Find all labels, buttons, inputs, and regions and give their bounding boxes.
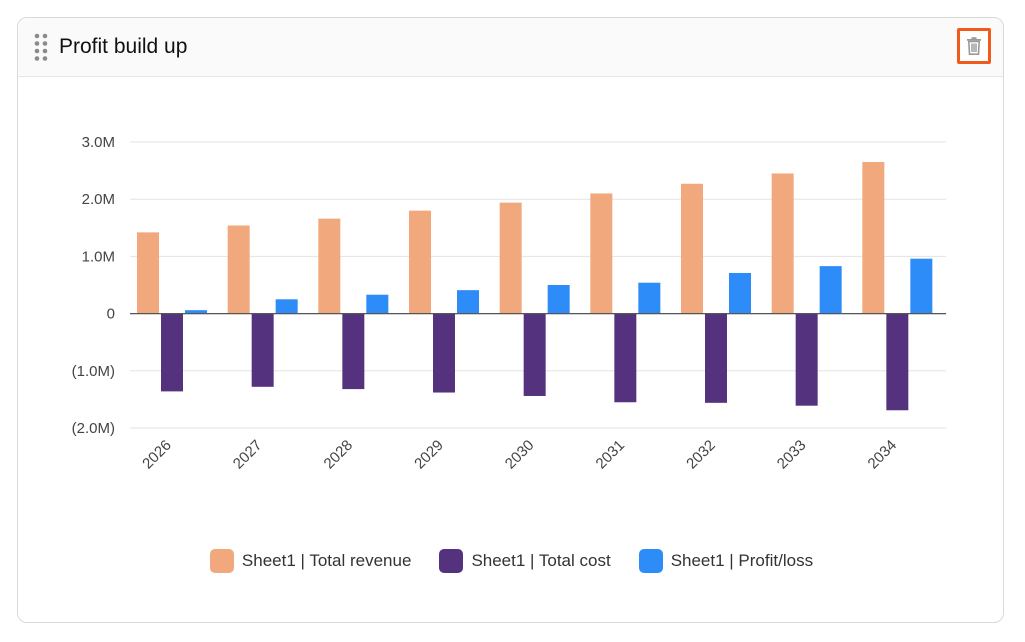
x-tick-label: 2031 xyxy=(593,437,629,473)
bar-chart: 3.0M2.0M1.0M0(1.0M)(2.0M) 2026 2027 2028 20… xyxy=(72,134,946,473)
y-tick-label: 3.0M xyxy=(82,134,115,151)
bar[interactable] xyxy=(251,313,274,387)
y-tick-label: (2.0M) xyxy=(72,420,115,437)
bar[interactable] xyxy=(862,162,885,314)
bar[interactable] xyxy=(318,218,341,314)
bar[interactable] xyxy=(342,313,365,390)
y-tick-label: (1.0M) xyxy=(72,363,115,380)
bar[interactable] xyxy=(681,183,703,314)
bar[interactable] xyxy=(499,202,522,314)
card-header: Profit build up xyxy=(18,18,1003,77)
trash-icon xyxy=(967,37,981,55)
bar[interactable] xyxy=(771,173,794,314)
x-tick-label: 2034 xyxy=(865,437,901,473)
bar[interactable] xyxy=(275,299,298,314)
x-tick-label: 2027 xyxy=(230,437,266,473)
bar[interactable] xyxy=(433,313,455,393)
bar[interactable] xyxy=(638,282,661,314)
legend: Sheet1 | Total revenue Sheet1 | Total cos… xyxy=(18,548,1003,574)
bar[interactable] xyxy=(614,313,637,403)
bars xyxy=(137,162,933,411)
x-tick-label: 2026 xyxy=(139,437,175,473)
x-tick-label: 2032 xyxy=(683,437,719,473)
y-tick-label: 2.0M xyxy=(82,191,115,208)
bar[interactable] xyxy=(366,294,389,314)
y-tick-label: 1.0M xyxy=(82,248,115,265)
chart-card: Profit build up 3.0M 2.0M 1.0M 0 (1.0M) (2.0M… xyxy=(17,17,1004,623)
bar[interactable] xyxy=(457,290,479,314)
bar[interactable] xyxy=(161,313,183,392)
y-axis-ticks: 3.0M 2.0M 1.0M 0 (1.0M) (2.0M) xyxy=(72,134,115,437)
card-title: Profit build up xyxy=(59,35,188,58)
x-axis-ticks: 2026 2027 2028 2029 2030 2031 2032 2033 2034 xyxy=(139,437,900,473)
legend-item[interactable]: Sheet1 | Total cost xyxy=(439,549,611,573)
bar[interactable] xyxy=(705,313,727,403)
bar[interactable] xyxy=(819,266,842,314)
legend-label: Sheet1 | Total cost xyxy=(471,551,611,570)
bar[interactable] xyxy=(729,272,751,314)
legend-label: Sheet1 | Profit/loss xyxy=(670,551,814,570)
bar[interactable] xyxy=(409,210,431,314)
bar[interactable] xyxy=(137,232,159,314)
bar[interactable] xyxy=(910,258,933,314)
x-tick-label: 2029 xyxy=(411,437,447,473)
bar[interactable] xyxy=(795,313,818,406)
y-tick-label: 0 xyxy=(107,306,115,323)
bar[interactable] xyxy=(547,285,570,314)
bar[interactable] xyxy=(227,225,250,314)
bar[interactable] xyxy=(523,313,546,396)
x-tick-label: 2030 xyxy=(502,437,538,473)
delete-button[interactable] xyxy=(957,28,991,64)
legend-item[interactable]: Sheet1 | Total revenue xyxy=(209,549,412,573)
legend-label: Sheet1 | Total revenue xyxy=(241,551,412,570)
bar[interactable] xyxy=(185,310,207,314)
legend-swatch xyxy=(638,549,663,573)
bar[interactable] xyxy=(886,313,909,411)
drag-handle-icon[interactable] xyxy=(34,33,48,61)
legend-swatch xyxy=(209,549,234,573)
legend-item[interactable]: Sheet1 | Profit/loss xyxy=(638,549,814,573)
bar[interactable] xyxy=(590,193,613,314)
legend-swatch xyxy=(439,549,464,573)
x-tick-label: 2033 xyxy=(774,437,810,473)
x-tick-label: 2028 xyxy=(321,437,357,473)
